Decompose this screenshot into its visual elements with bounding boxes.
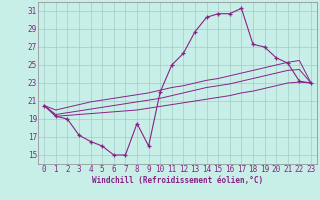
X-axis label: Windchill (Refroidissement éolien,°C): Windchill (Refroidissement éolien,°C) [92, 176, 263, 185]
